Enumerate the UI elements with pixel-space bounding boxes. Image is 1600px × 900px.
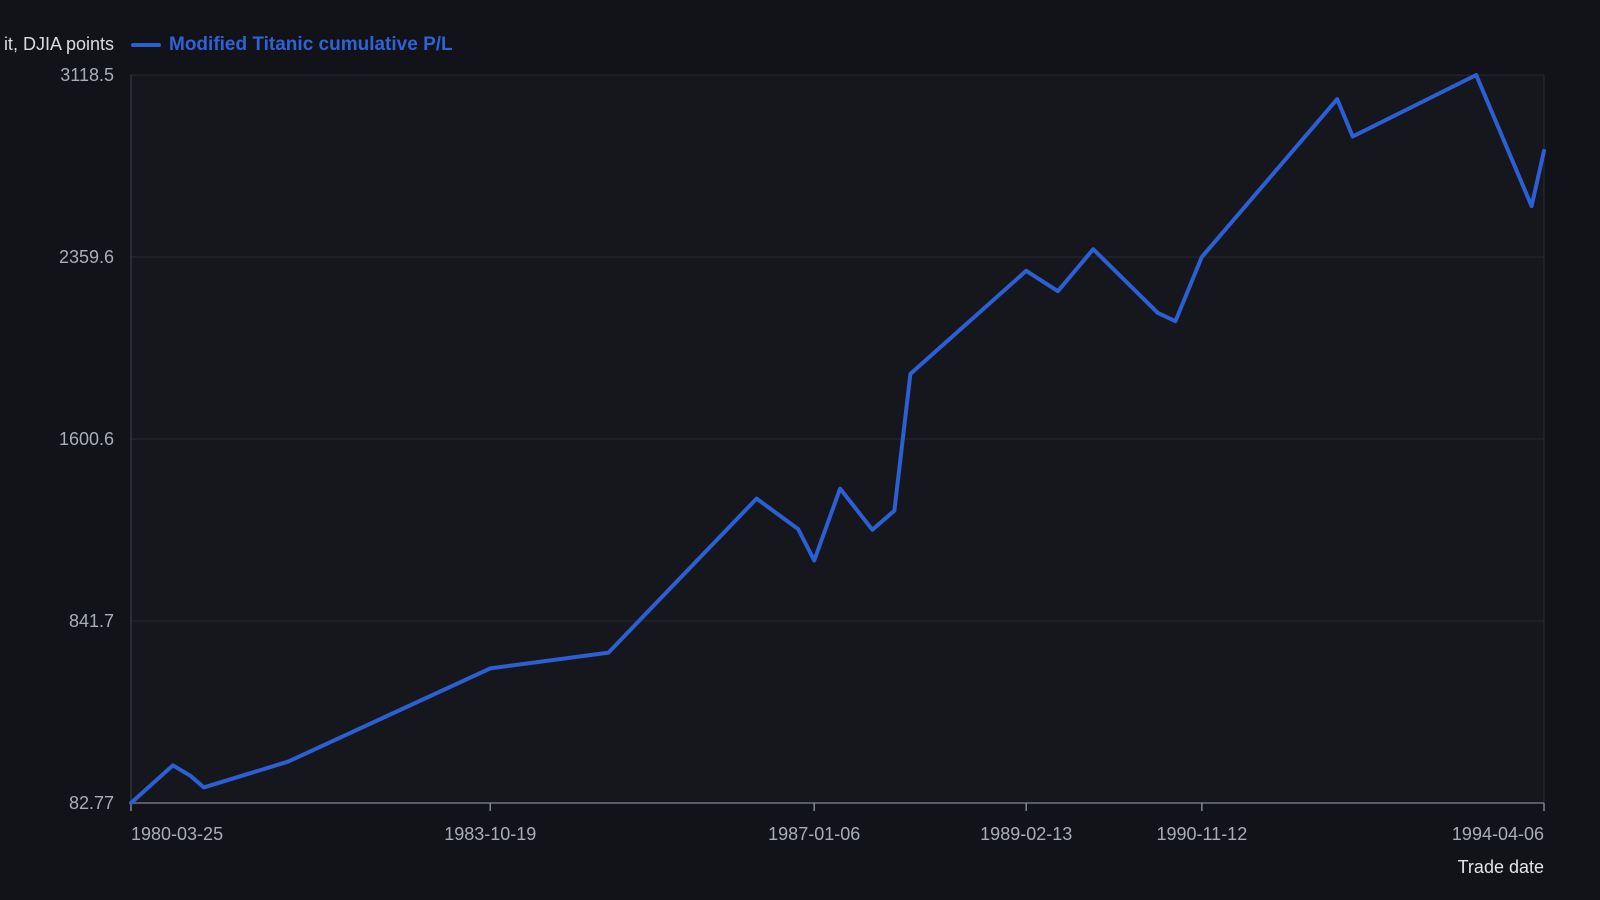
legend-swatch — [131, 43, 161, 47]
y-tick-label: 82.77 — [69, 793, 114, 813]
x-tick-label: 1989-02-13 — [980, 824, 1072, 844]
x-tick-label: 1980-03-25 — [131, 824, 223, 844]
y-tick-label: 2359.6 — [59, 247, 114, 267]
y-axis-label: it, DJIA points — [3, 34, 114, 54]
y-tick-label: 3118.5 — [60, 65, 114, 85]
legend: Modified Titanic cumulative P/L — [131, 34, 453, 56]
x-tick-label: 1983-10-19 — [444, 824, 536, 844]
x-tick-label: 1987-01-06 — [768, 824, 860, 844]
y-tick-label: 841.7 — [69, 611, 114, 631]
y-tick-label: 1600.6 — [59, 429, 114, 449]
x-axis-label: Trade date — [1457, 857, 1544, 877]
x-tick-label: 1994-04-06 — [1452, 824, 1544, 844]
series-line — [129, 73, 1546, 805]
legend-label: Modified Titanic cumulative P/L — [169, 34, 453, 55]
x-tick-label: 1990-11-12 — [1156, 824, 1247, 844]
